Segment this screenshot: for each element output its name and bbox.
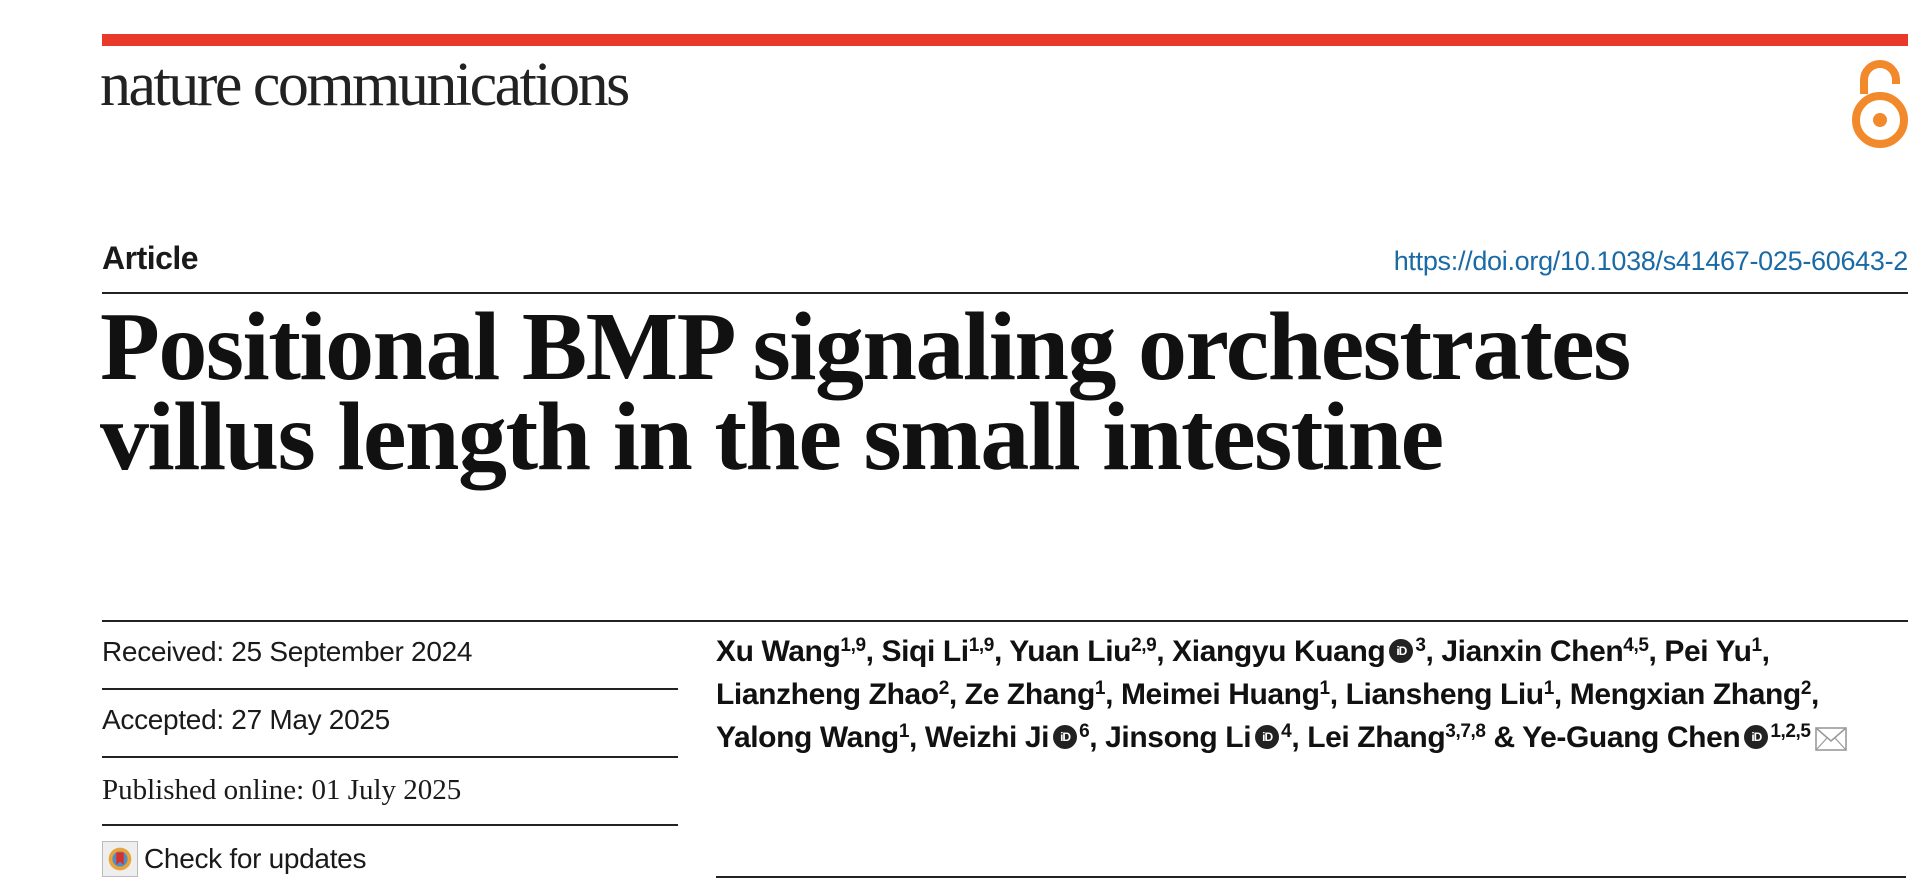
author-affiliation[interactable]: 4 — [1281, 721, 1292, 742]
author-separator: , — [909, 721, 925, 754]
author-name[interactable]: Ze Zhang — [964, 678, 1096, 711]
metadata-rule — [102, 620, 1908, 622]
meta-divider — [102, 824, 678, 826]
author-separator: & — [1485, 721, 1523, 754]
article-type: Article — [102, 240, 199, 276]
author-name[interactable]: Xu Wang — [716, 635, 841, 668]
author-name[interactable]: Meimei Huang — [1120, 678, 1320, 711]
author-separator: , — [1105, 678, 1121, 711]
accepted-date: Accepted: 27 May 2025 — [102, 704, 390, 735]
author-affiliation[interactable]: 2,9 — [1131, 635, 1157, 656]
check-for-updates-label: Check for updates — [144, 843, 367, 874]
author-affiliation[interactable]: 3,7,8 — [1445, 721, 1486, 742]
author-separator: , — [993, 635, 1010, 668]
author-name[interactable]: Yuan Liu — [1009, 635, 1132, 668]
author-affiliation[interactable]: 2 — [938, 678, 950, 699]
authors-rule — [716, 876, 1906, 878]
author-affiliation[interactable]: 4,5 — [1623, 635, 1649, 656]
author-name[interactable]: Yalong Wang — [716, 721, 899, 754]
author-affiliation[interactable]: 1 — [1319, 678, 1331, 699]
author-name[interactable]: Jianxin Chen — [1441, 635, 1624, 668]
title-line-2: villus length in the small intestine — [100, 383, 1444, 491]
author-separator: , — [1156, 635, 1173, 668]
crossmark-icon — [102, 841, 138, 877]
received-date: Received: 25 September 2024 — [102, 636, 473, 667]
author-affiliation[interactable]: 3 — [1415, 635, 1426, 656]
open-access-lock-icon — [1852, 60, 1908, 148]
author-separator: , — [1811, 678, 1819, 711]
author-separator: , — [1089, 721, 1106, 754]
author-separator: , — [948, 678, 965, 711]
author-separator: , — [1648, 635, 1665, 668]
header-rule — [102, 292, 1908, 294]
doi-link[interactable]: https://doi.org/10.1038/s41467-025-60643… — [1393, 246, 1909, 276]
author-name[interactable]: Lei Zhang — [1307, 721, 1446, 754]
article-title: Positional BMP signaling orchestrates vi… — [100, 298, 1860, 486]
author-separator: , — [1291, 721, 1308, 754]
author-affiliation[interactable]: 1 — [1751, 635, 1763, 656]
author-affiliation[interactable]: 1,2,5 — [1770, 721, 1811, 742]
envelope-icon[interactable] — [1814, 726, 1847, 752]
orcid-icon[interactable]: iD — [1389, 639, 1414, 664]
author-name[interactable]: Weizhi Ji — [924, 721, 1050, 754]
author-separator: , — [1329, 678, 1346, 711]
author-name[interactable]: Mengxian Zhang — [1569, 678, 1801, 711]
author-separator: , — [1553, 678, 1570, 711]
author-name[interactable]: Lianzheng Zhao — [716, 678, 939, 711]
author-list: Xu Wang1,9, Siqi Li1,9, Yuan Liu2,9, Xia… — [716, 630, 1906, 759]
author-name[interactable]: Liansheng Liu — [1345, 678, 1545, 711]
check-for-updates-button[interactable]: Check for updates — [102, 840, 366, 878]
author-affiliation[interactable]: 1 — [1094, 678, 1106, 699]
author-affiliation[interactable]: 1,9 — [840, 635, 866, 656]
journal-name[interactable]: nature communications — [100, 51, 630, 119]
author-affiliation[interactable]: 2 — [1800, 678, 1812, 699]
title-line-1: Positional BMP signaling orchestrates — [100, 293, 1631, 401]
author-name[interactable]: Siqi Li — [881, 635, 970, 668]
journal-accent-bar — [102, 34, 1908, 46]
author-separator: , — [1425, 635, 1442, 668]
published-date: Published online: 01 July 2025 — [102, 774, 462, 806]
author-affiliation[interactable]: 1 — [1543, 678, 1555, 699]
meta-divider — [102, 756, 678, 758]
orcid-icon[interactable]: iD — [1255, 725, 1280, 750]
author-name[interactable]: Xiangyu Kuang — [1172, 635, 1386, 668]
author-affiliation[interactable]: 1 — [898, 721, 910, 742]
author-separator: , — [1761, 635, 1770, 668]
author-affiliation[interactable]: 1,9 — [968, 635, 995, 656]
orcid-icon[interactable]: iD — [1053, 725, 1078, 750]
author-name[interactable]: Pei Yu — [1664, 635, 1752, 668]
author-separator: , — [865, 635, 882, 668]
author-name[interactable]: Ye-Guang Chen — [1522, 721, 1741, 754]
meta-divider — [102, 688, 678, 690]
author-name[interactable]: Jinsong Li — [1105, 721, 1252, 754]
author-affiliation[interactable]: 6 — [1079, 721, 1090, 742]
orcid-icon[interactable]: iD — [1744, 725, 1769, 750]
